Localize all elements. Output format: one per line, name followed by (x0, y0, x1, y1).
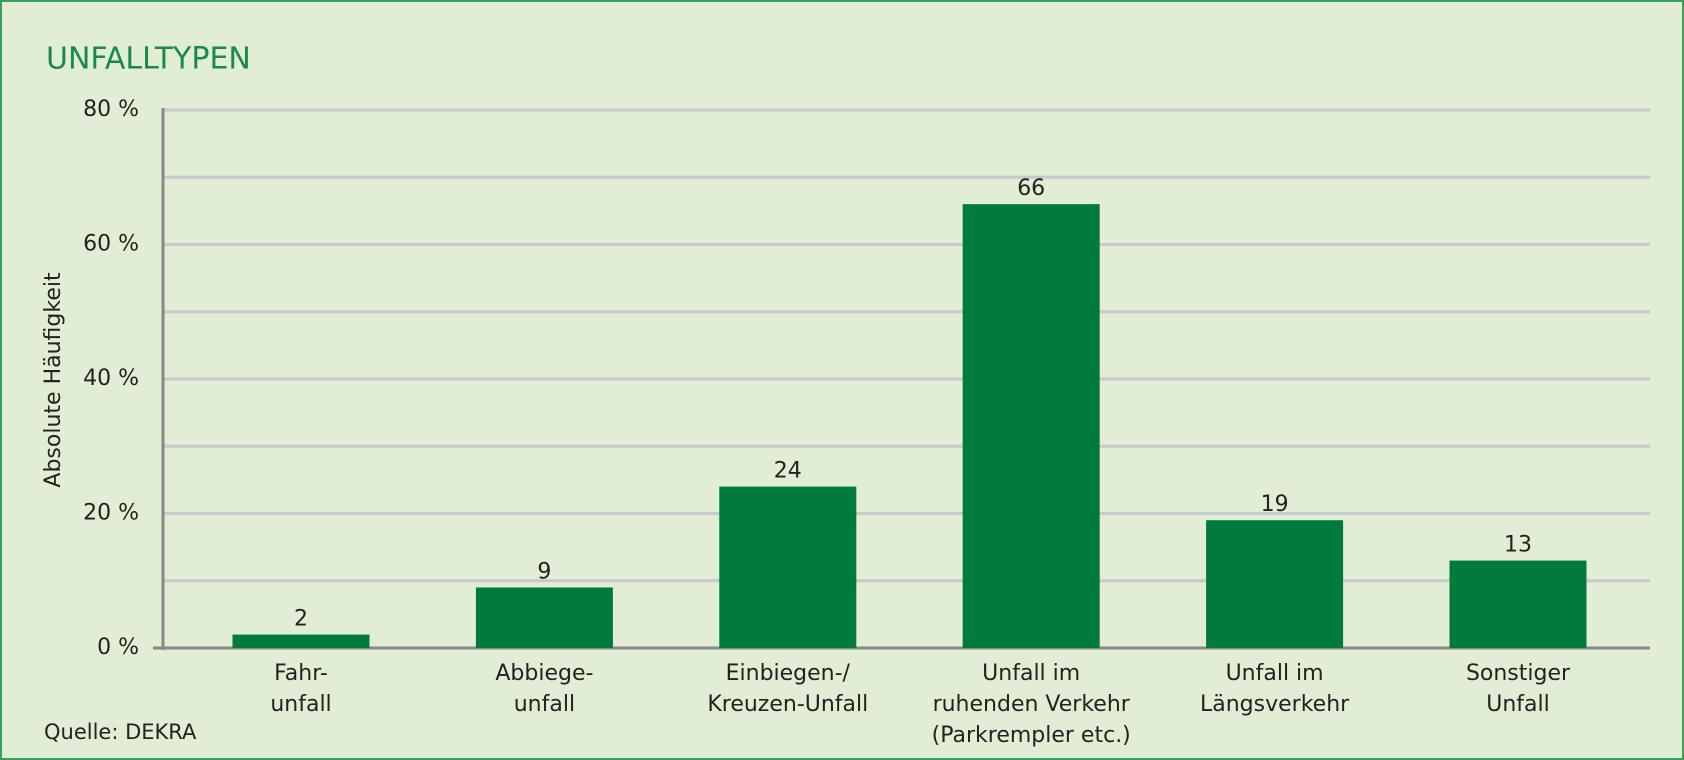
y-tick-label: 80 % (83, 97, 139, 122)
x-tick-line: (Parkrempler etc.) (932, 723, 1131, 748)
y-tick-label: 60 % (83, 232, 139, 257)
source: Quelle: DEKRA (44, 720, 197, 744)
x-tick-label: Sonstiger Unfall (1466, 661, 1571, 717)
x-tick-line: Fahr- (274, 661, 328, 686)
x-tick-label: Unfall im ruhenden Verkehr (Parkrempler et… (932, 661, 1131, 748)
x-tick-line: Unfall im (982, 661, 1080, 686)
chart-title: UNFALLTYPEN (46, 42, 251, 77)
bar (475, 587, 613, 648)
y-tick-label: 20 % (83, 501, 139, 526)
x-tick-line: ruhenden Verkehr (933, 692, 1131, 717)
x-tick-line: Abbiege- (495, 661, 593, 686)
bar (719, 486, 857, 648)
x-tick-label: Fahr-unfall (270, 661, 331, 717)
bar (1449, 560, 1587, 648)
x-tick-line: Einbiegen-/ (726, 661, 851, 686)
value-label: 19 (1261, 492, 1289, 517)
y-tick-label: 0 % (97, 635, 139, 660)
value-label: 13 (1504, 533, 1532, 558)
x-tick-line: unfall (270, 692, 331, 717)
bar (962, 204, 1100, 648)
value-label: 9 (537, 559, 551, 584)
value-label: 24 (774, 459, 802, 484)
x-tick-line: unfall (514, 692, 575, 717)
value-label: 66 (1017, 176, 1045, 201)
x-tick-label: Unfall im Längsverkehr (1200, 661, 1350, 717)
bar (1206, 520, 1344, 648)
x-tick-line: Längsverkehr (1200, 692, 1350, 717)
value-label: 2 (294, 607, 308, 632)
x-tick-line: Kreuzen-Unfall (707, 692, 868, 717)
x-tick-line: Unfall im (1226, 661, 1324, 686)
bar (232, 634, 370, 648)
y-axis-label: Absolute Häufigkeit (41, 272, 66, 488)
x-tick-label: Abbiege-unfall (495, 661, 593, 717)
y-tick-label: 40 % (83, 366, 139, 391)
x-tick-line: Unfall (1486, 692, 1550, 717)
x-tick-line: Sonstiger (1466, 661, 1571, 686)
x-tick-label: Einbiegen-/ Kreuzen-Unfall (707, 661, 868, 717)
